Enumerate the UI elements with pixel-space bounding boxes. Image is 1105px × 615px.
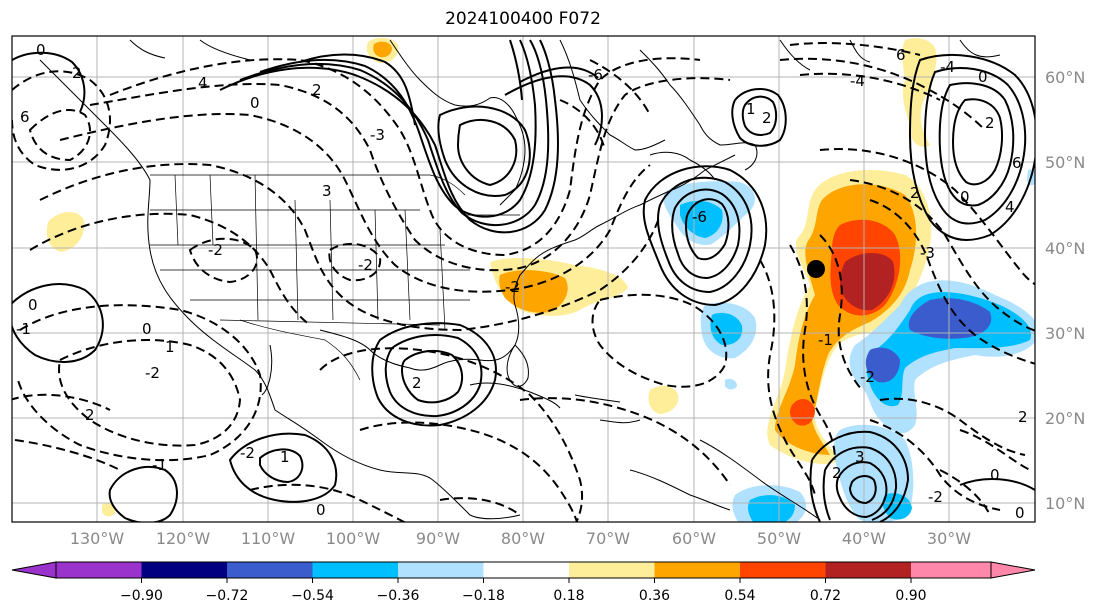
- latitude-label: 10°N: [1045, 494, 1085, 513]
- colorbar-tick-label: 0.18: [553, 588, 584, 604]
- contour-label: -2: [208, 241, 223, 259]
- colorbar-segment: [569, 562, 655, 578]
- contour-lines: [12, 39, 1035, 522]
- latitude-label: 30°N: [1045, 324, 1085, 343]
- latitude-label: 60°N: [1045, 68, 1085, 87]
- contour-label: 2: [985, 114, 995, 132]
- contour-label: -4: [940, 58, 955, 76]
- longitude-label: 50°W: [757, 529, 801, 548]
- latitude-label: 50°N: [1045, 153, 1085, 172]
- longitude-label: 70°W: [586, 529, 630, 548]
- colorbar-tick-label: −0.54: [291, 588, 334, 604]
- latitude-labels: 60°N 50°N 40°N 30°N 20°N 10°N: [1045, 68, 1085, 513]
- longitude-label: 130°W: [70, 529, 125, 548]
- contour-label: 6: [1012, 154, 1022, 172]
- longitude-label: 60°W: [672, 529, 716, 548]
- contour-label: 4: [1005, 198, 1015, 216]
- colorbar-tick-label: −0.72: [206, 588, 249, 604]
- contour-label: 2: [762, 109, 772, 127]
- colorbar-segment: [740, 562, 826, 578]
- contour-label: -2: [860, 368, 875, 386]
- contour-label: -1: [152, 456, 167, 474]
- darkred-anomaly-region: [840, 253, 895, 311]
- figure-title: 2024100400 F072: [445, 9, 601, 29]
- contour-label: 6: [20, 108, 30, 126]
- contour-label: 1: [165, 338, 175, 356]
- colorbar-segment: [398, 562, 484, 578]
- contour-label: 3: [322, 182, 332, 200]
- contour-label: 1: [746, 100, 756, 118]
- storm-center-marker: [807, 260, 825, 278]
- contour-label: 6: [896, 46, 906, 64]
- latitude-label: 40°N: [1045, 239, 1085, 258]
- contour-label: -6: [692, 208, 707, 226]
- contour-label: 2: [412, 374, 422, 392]
- latitude-label: 20°N: [1045, 409, 1085, 428]
- longitude-label: 30°W: [927, 529, 971, 548]
- colorbar-segment: [312, 562, 398, 578]
- colorbar-segment: [483, 562, 569, 578]
- colorbar-segment: [141, 562, 227, 578]
- colorbar-tick-label: −0.90: [120, 588, 163, 604]
- contour-label: 2: [1018, 408, 1028, 426]
- contour-label: -1: [16, 320, 31, 338]
- longitude-labels: 130°W 120°W 110°W 100°W 90°W 80°W 70°W 6…: [70, 529, 971, 548]
- contour-label: -2: [145, 364, 160, 382]
- contour-label: -3: [920, 244, 935, 262]
- contour-label: -1: [818, 331, 833, 349]
- contour-label: 0: [960, 188, 970, 206]
- colorbar-segment: [825, 562, 911, 578]
- contour-label: 1: [280, 448, 290, 466]
- contour-label: 3: [855, 448, 865, 466]
- contour-label: 0: [36, 41, 46, 59]
- colorbar-segment: [56, 562, 142, 578]
- longitude-label: 120°W: [156, 529, 211, 548]
- colorbar-max-extend: [990, 561, 1036, 579]
- contour-label: 2: [910, 184, 920, 202]
- contour-label: 0: [978, 68, 988, 86]
- contour-label: -2: [928, 488, 943, 506]
- colorbar: −0.90 −0.72 −0.54 −0.36 −0.18 0.18 0.36 …: [11, 561, 1036, 604]
- contour-label: -2: [358, 256, 373, 274]
- map-frame: [11, 35, 1036, 523]
- contour-label: 0: [990, 466, 1000, 484]
- colorbar-tick-label: 0.90: [895, 588, 926, 604]
- colorbar-tick-label: 0.54: [724, 588, 755, 604]
- longitude-label: 90°W: [416, 529, 460, 548]
- contour-label: 0: [316, 501, 326, 519]
- contour-label: -2: [505, 278, 520, 296]
- colorbar-segment: [654, 562, 740, 578]
- contour-label: 0: [250, 94, 260, 112]
- colorbar-segment: [227, 562, 313, 578]
- contour-label: -6: [588, 66, 603, 84]
- colorbar-tick-label: −0.36: [377, 588, 420, 604]
- contour-label: 0: [1015, 504, 1025, 522]
- colorbar-tick-label: −0.18: [462, 588, 505, 604]
- contour-label: -3: [370, 126, 385, 144]
- longitude-label: 40°W: [842, 529, 886, 548]
- longitude-label: 110°W: [241, 529, 296, 548]
- contour-label: -2: [240, 444, 255, 462]
- colorbar-tick-label: 0.72: [810, 588, 841, 604]
- contour-label-group: 0 2 4 6 0 2 -2 3 -2 -3 0 1 0 -2 2 -1 1 2…: [16, 41, 1028, 522]
- longitude-label: 80°W: [501, 529, 545, 548]
- contour-label: 2: [85, 406, 95, 424]
- contour-label: 2: [832, 464, 842, 482]
- contour-label: 2: [312, 81, 322, 99]
- contour-label: 2: [72, 64, 82, 82]
- contour-label: -4: [850, 72, 865, 90]
- contour-label: 4: [198, 74, 208, 92]
- contour-label: 0: [28, 296, 38, 314]
- colorbar-tick-label: 0.36: [639, 588, 670, 604]
- longitude-label: 100°W: [326, 529, 381, 548]
- contour-label: 0: [142, 320, 152, 338]
- colorbar-segment: [911, 562, 991, 578]
- colorbar-min-extend: [11, 561, 57, 579]
- shaded-anomalies: [46, 37, 1035, 522]
